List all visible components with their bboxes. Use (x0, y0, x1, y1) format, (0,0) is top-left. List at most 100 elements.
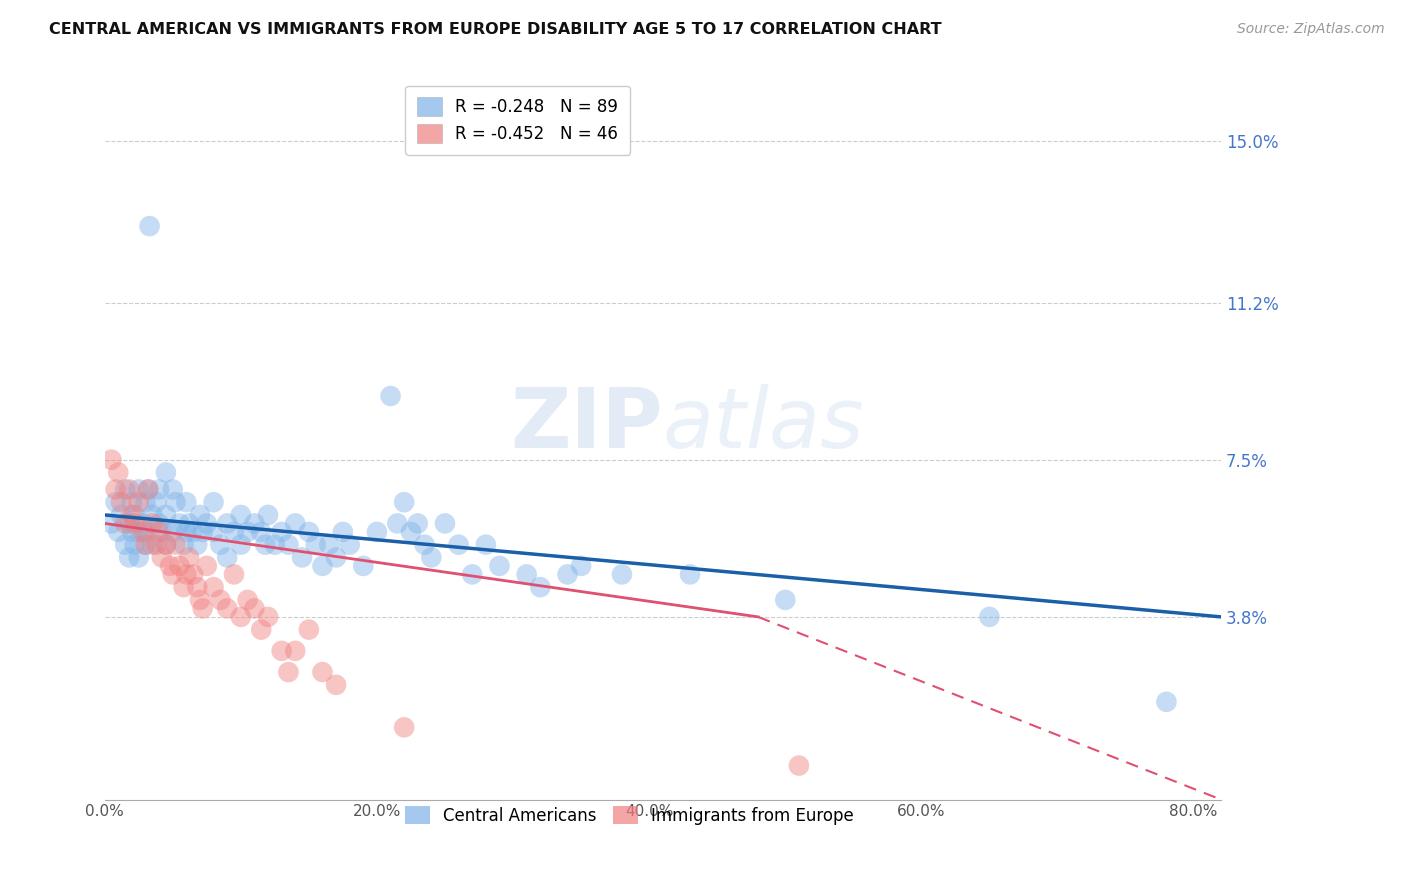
Point (121, 508, 143, 522)
Point (236, 593, 259, 607)
Point (188, 508, 211, 522)
Point (557, 567, 579, 582)
Point (222, 524, 245, 539)
Point (150, 524, 173, 539)
Text: atlas: atlas (662, 384, 865, 465)
Point (176, 495, 198, 509)
Point (121, 524, 143, 539)
Point (569, 558, 592, 573)
Point (516, 567, 538, 582)
Point (433, 516, 456, 531)
Point (118, 516, 141, 531)
Point (110, 495, 132, 509)
Point (610, 567, 633, 582)
Point (209, 593, 232, 607)
Point (148, 524, 170, 539)
Point (177, 550, 200, 565)
Point (132, 516, 155, 531)
Point (162, 567, 184, 582)
Point (176, 567, 198, 582)
Point (191, 601, 214, 615)
Point (104, 495, 127, 509)
Point (399, 524, 422, 539)
Point (118, 483, 141, 497)
Point (413, 538, 436, 552)
Point (114, 483, 136, 497)
Point (229, 508, 252, 522)
Point (284, 644, 307, 658)
Point (181, 567, 204, 582)
Point (128, 483, 150, 497)
Point (134, 538, 156, 552)
Point (406, 516, 429, 531)
Point (107, 524, 129, 539)
Point (787, 758, 810, 772)
Point (128, 495, 150, 509)
Point (420, 550, 443, 565)
Point (311, 665, 333, 679)
Point (132, 524, 155, 539)
Point (159, 558, 181, 573)
Point (277, 538, 299, 552)
Point (155, 538, 177, 552)
Point (150, 550, 173, 565)
Point (352, 558, 374, 573)
Point (217, 516, 239, 531)
Point (461, 567, 484, 582)
Point (217, 601, 239, 615)
Point (191, 524, 214, 539)
Point (145, 495, 167, 509)
Point (1156, 695, 1178, 709)
Point (202, 580, 225, 594)
Point (209, 538, 232, 552)
Point (775, 593, 797, 607)
Point (236, 524, 259, 539)
Point (148, 483, 170, 497)
Point (134, 495, 156, 509)
Point (155, 508, 177, 522)
Point (138, 219, 160, 233)
Point (195, 516, 218, 531)
Point (229, 610, 252, 624)
Point (392, 720, 415, 734)
Point (679, 567, 702, 582)
Point (110, 508, 132, 522)
Point (155, 466, 177, 480)
Point (263, 538, 285, 552)
Point (186, 538, 208, 552)
Point (148, 516, 170, 531)
Point (169, 558, 191, 573)
Point (380, 389, 402, 403)
Point (311, 558, 333, 573)
Point (284, 516, 307, 531)
Point (114, 538, 136, 552)
Point (124, 508, 146, 522)
Legend: Central Americans, Immigrants from Europe: Central Americans, Immigrants from Europ… (395, 796, 865, 835)
Point (141, 538, 163, 552)
Point (250, 623, 273, 637)
Point (318, 538, 340, 552)
Point (257, 610, 280, 624)
Point (447, 538, 470, 552)
Point (165, 538, 187, 552)
Point (298, 524, 321, 539)
Point (488, 558, 510, 573)
Point (270, 644, 292, 658)
Point (229, 538, 252, 552)
Point (155, 538, 177, 552)
Point (173, 580, 195, 594)
Point (104, 483, 127, 497)
Point (339, 538, 361, 552)
Point (162, 524, 184, 539)
Point (128, 550, 150, 565)
Point (134, 524, 156, 539)
Point (392, 495, 415, 509)
Point (165, 495, 187, 509)
Point (366, 524, 388, 539)
Point (114, 516, 136, 531)
Point (162, 483, 184, 497)
Point (141, 516, 163, 531)
Point (173, 538, 195, 552)
Point (298, 623, 321, 637)
Point (305, 538, 328, 552)
